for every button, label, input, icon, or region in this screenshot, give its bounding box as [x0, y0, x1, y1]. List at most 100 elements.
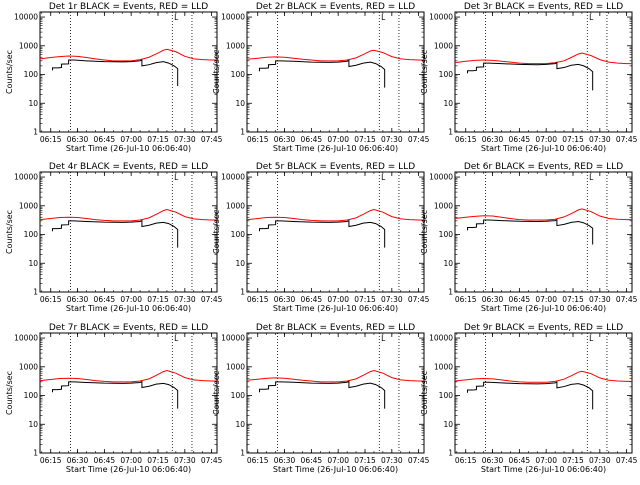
x-tick-label: 07:00: [327, 295, 349, 304]
y-tick-label: 100: [24, 391, 39, 400]
events-series-line: [467, 219, 594, 245]
x-tick-label: 07:45: [408, 135, 430, 144]
x-tick-label: 07:15: [147, 135, 169, 144]
x-tick-label: 07:15: [147, 295, 169, 304]
events-series-line: [52, 59, 179, 86]
y-tick-label: 10000: [429, 334, 453, 343]
x-tick-label: 06:45: [94, 135, 116, 144]
x-axis-label: Start Time (26-Jul-10 06:06:40): [66, 144, 191, 153]
y-tick-label: 100: [439, 230, 454, 239]
x-tick-label: 07:45: [201, 456, 223, 465]
x-tick-label: 06:15: [247, 456, 269, 465]
marker-label: L: [589, 334, 594, 343]
plot-frame: [39, 11, 218, 133]
x-axis-label: Start Time (26-Jul-10 06:06:40): [273, 144, 398, 153]
events-series-line: [259, 380, 386, 409]
y-tick-label: 1: [33, 449, 38, 458]
plot-frame: [454, 332, 633, 454]
lld-series-line: [246, 49, 424, 62]
events-series-line: [52, 219, 179, 248]
y-tick-label: 10000: [14, 13, 38, 22]
x-tick-label: 07:30: [589, 135, 611, 144]
events-series-line: [467, 381, 594, 410]
x-tick-label: 06:30: [274, 135, 296, 144]
x-tick-label: 06:15: [40, 295, 62, 304]
plot-title: Det 7r BLACK = Events, RED = LLD: [49, 323, 208, 333]
plot-title: Det 4r BLACK = Events, RED = LLD: [49, 162, 208, 172]
y-axis-label: Counts/sec: [420, 210, 429, 254]
x-tick-label: 07:45: [201, 295, 223, 304]
y-axis-label: Counts/sec: [5, 210, 14, 254]
plot-frame: [39, 171, 218, 293]
y-tick-label: 1: [33, 288, 38, 297]
x-tick-label: 07:15: [354, 456, 376, 465]
x-tick-label: 06:45: [94, 456, 116, 465]
x-tick-label: 07:45: [408, 456, 430, 465]
plot-title: Det 9r BLACK = Events, RED = LLD: [464, 323, 623, 333]
marker-label: L: [381, 13, 386, 22]
y-tick-label: 1: [240, 288, 245, 297]
x-tick-label: 07:15: [354, 135, 376, 144]
plot-title: Det 8r BLACK = Events, RED = LLD: [256, 323, 415, 333]
detector-plot-2: Det 2r BLACK = Events, RED = LLD 1 10 100 10…: [212, 2, 430, 153]
x-tick-label: 06:15: [247, 295, 269, 304]
x-tick-label: 06:15: [455, 135, 477, 144]
detector-plot-8: Det 8r BLACK = Events, RED = LLD 1 10 100 10…: [212, 323, 430, 474]
y-tick-label: 1000: [434, 41, 453, 50]
x-tick-label: 06:30: [482, 295, 504, 304]
x-tick-label: 06:15: [40, 456, 62, 465]
y-tick-label: 10: [28, 99, 38, 108]
marker-label: L: [174, 13, 179, 22]
plot-frame: [246, 171, 425, 293]
y-tick-label: 1000: [19, 362, 38, 371]
plot-title: Det 6r BLACK = Events, RED = LLD: [464, 162, 623, 172]
x-tick-label: 07:00: [327, 135, 349, 144]
x-tick-label: 07:30: [174, 295, 196, 304]
x-tick-label: 06:30: [67, 295, 89, 304]
x-tick-label: 07:30: [381, 295, 403, 304]
plot-title: Det 3r BLACK = Events, RED = LLD: [464, 2, 623, 12]
y-tick-label: 10000: [429, 173, 453, 182]
x-tick-label: 07:30: [174, 135, 196, 144]
x-tick-label: 06:30: [67, 456, 89, 465]
y-tick-label: 100: [24, 230, 39, 239]
plot-title: Det 1r BLACK = Events, RED = LLD: [49, 2, 208, 12]
x-axis-label: Start Time (26-Jul-10 06:06:40): [273, 304, 398, 313]
y-tick-label: 100: [439, 70, 454, 79]
marker-label: L: [589, 173, 594, 182]
events-series-line: [259, 219, 386, 248]
detector-plot-9: Det 9r BLACK = Events, RED = LLD 1 10 100 10…: [420, 323, 638, 474]
x-tick-label: 06:45: [509, 295, 531, 304]
y-tick-label: 1000: [19, 201, 38, 210]
x-tick-label: 07:45: [616, 135, 638, 144]
y-tick-label: 10: [235, 99, 245, 108]
plot-frame: [454, 11, 633, 133]
y-tick-label: 10000: [14, 173, 38, 182]
x-axis-label: Start Time (26-Jul-10 06:06:40): [66, 465, 191, 474]
lld-series-line: [39, 48, 217, 62]
x-tick-label: 07:30: [381, 456, 403, 465]
x-tick-label: 06:30: [274, 456, 296, 465]
marker-label: L: [174, 173, 179, 182]
y-tick-label: 100: [231, 391, 246, 400]
y-tick-label: 100: [439, 391, 454, 400]
x-tick-label: 07:45: [616, 295, 638, 304]
detector-plot-5: Det 5r BLACK = Events, RED = LLD 1 10 100 10…: [212, 162, 430, 313]
plot-title: Det 2r BLACK = Events, RED = LLD: [256, 2, 415, 12]
x-tick-label: 07:30: [381, 135, 403, 144]
y-tick-label: 1: [448, 288, 453, 297]
plot-frame: [246, 11, 425, 133]
lld-series-line: [39, 209, 217, 222]
y-tick-label: 1000: [434, 362, 453, 371]
y-axis-label: Counts/sec: [5, 50, 14, 94]
y-tick-label: 1000: [226, 41, 245, 50]
y-tick-label: 1: [240, 449, 245, 458]
x-tick-label: 07:30: [174, 456, 196, 465]
x-axis-label: Start Time (26-Jul-10 06:06:40): [273, 465, 398, 474]
x-tick-label: 06:15: [247, 135, 269, 144]
lld-series-line: [454, 52, 632, 65]
events-series-line: [467, 61, 594, 91]
x-tick-label: 06:15: [455, 295, 477, 304]
